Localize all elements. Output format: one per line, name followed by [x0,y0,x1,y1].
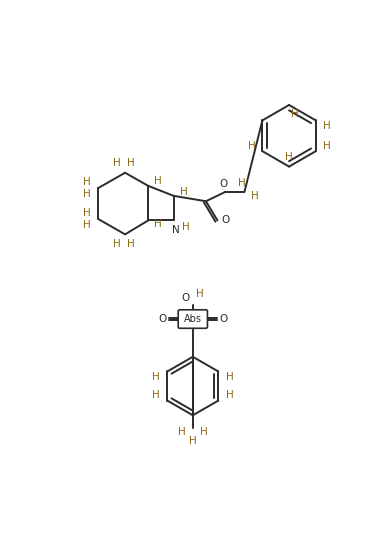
Text: H: H [323,121,330,131]
Text: H: H [238,178,246,188]
Text: H: H [196,289,204,299]
Text: H: H [189,435,197,446]
Text: H: H [291,109,299,119]
Text: H: H [182,222,190,232]
Text: H: H [248,141,256,151]
Text: H: H [83,220,91,230]
Text: H: H [178,427,186,437]
Text: H: H [153,219,161,229]
Text: O: O [219,178,228,188]
Text: O: O [219,314,228,324]
Text: H: H [152,390,160,401]
Text: H: H [83,189,91,199]
FancyBboxPatch shape [178,310,207,329]
Text: H: H [113,158,121,168]
Text: O: O [221,216,229,225]
Text: H: H [226,390,234,401]
Text: H: H [127,158,135,168]
Text: O: O [158,314,166,324]
Text: H: H [83,208,91,218]
Text: H: H [180,187,187,197]
Text: Abs: Abs [184,314,202,324]
Text: N: N [172,225,180,235]
Text: O: O [182,293,190,303]
Text: H: H [323,141,330,151]
Text: H: H [200,427,207,437]
Text: H: H [226,372,234,382]
Text: H: H [152,372,160,382]
Text: H: H [251,191,259,201]
Text: H: H [83,177,91,187]
Text: H: H [113,239,121,249]
Text: H: H [127,239,135,249]
Text: H: H [285,152,293,162]
Text: H: H [153,176,161,186]
